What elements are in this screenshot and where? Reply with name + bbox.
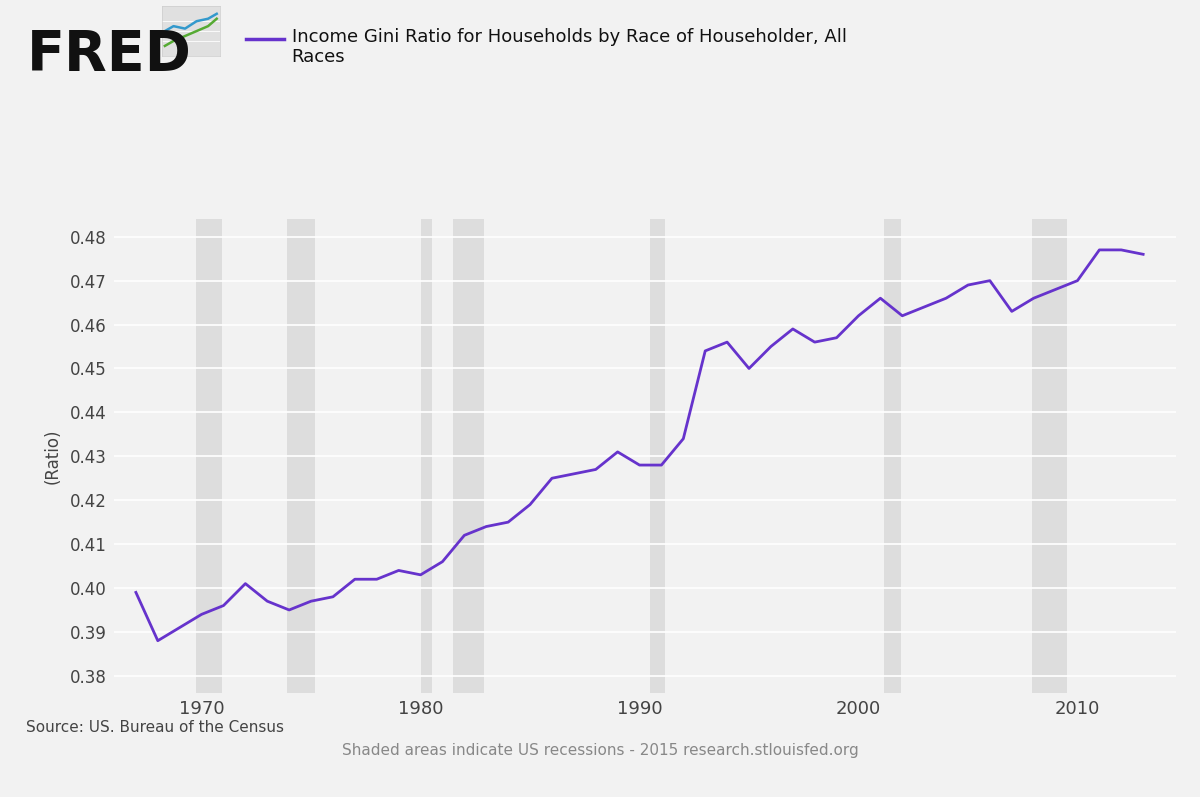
Bar	[196, 219, 222, 693]
Bar	[288, 219, 314, 693]
Bar	[884, 219, 900, 693]
Bar	[420, 219, 432, 693]
Text: Shaded areas indicate US recessions - 2015 research.stlouisfed.org: Shaded areas indicate US recessions - 20…	[342, 743, 858, 758]
Text: Income Gini Ratio for Households by Race of Householder, All: Income Gini Ratio for Households by Race…	[292, 28, 847, 46]
Bar	[1032, 219, 1067, 693]
Y-axis label: (Ratio): (Ratio)	[44, 429, 62, 484]
Text: FRED: FRED	[26, 28, 191, 82]
Text: Races: Races	[292, 48, 346, 66]
Text: Source: US. Bureau of the Census: Source: US. Bureau of the Census	[26, 720, 284, 735]
Bar	[454, 219, 485, 693]
Bar	[650, 219, 665, 693]
